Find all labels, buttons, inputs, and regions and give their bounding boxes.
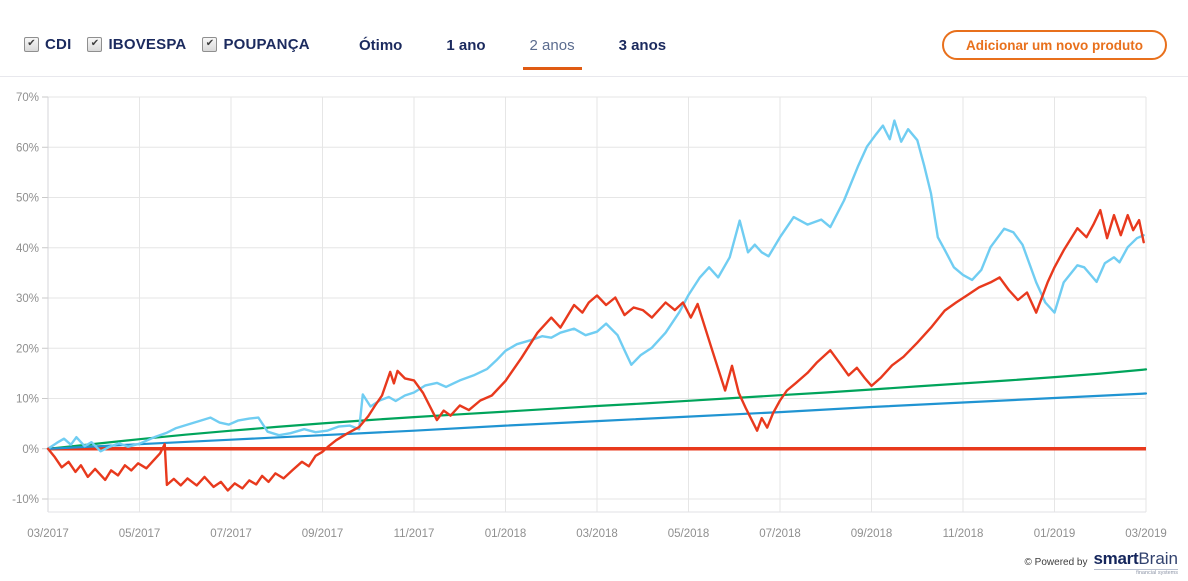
x-tick-label: 07/2017: [210, 528, 252, 540]
chart-svg: 70% 60% 50% 40% 30% 20% 10% 0% -10% 03/2017 05/201…: [12, 92, 1167, 540]
header-divider: [0, 76, 1188, 77]
x-tick-label: 09/2017: [302, 528, 344, 540]
series-line-produto: [46, 119, 1145, 453]
footer: © Powered by smartBrain financial system…: [1025, 550, 1178, 577]
x-tick-label: 11/2017: [394, 528, 435, 540]
x-tick-label: 09/2018: [851, 528, 893, 540]
series-line-ibovespa: [46, 208, 1145, 492]
smartbrain-logo: smartBrain financial systems: [1093, 548, 1179, 577]
y-tick-label: 20%: [16, 343, 39, 355]
gridlines: [47, 96, 1147, 512]
y-tick-label: -10%: [12, 494, 39, 506]
y-tick-label: 10%: [16, 394, 39, 406]
series-line-poupanca: [46, 392, 1148, 450]
x-tick-label: 01/2018: [485, 528, 527, 540]
y-tick-label: 0%: [22, 444, 39, 456]
legend-label-cdi: CDI: [45, 36, 72, 53]
series-legend: CDI IBOVESPA POUPANÇA: [24, 36, 310, 53]
x-tick-label: 07/2018: [759, 528, 801, 540]
x-axis-labels: 03/2017 05/2017 07/2017 09/2017 11/2017 01/20…: [27, 528, 1167, 540]
x-tick-label: 01/2019: [1034, 528, 1076, 540]
period-tabs: Ótimo 1 ano 2 anos 3 anos: [352, 37, 673, 70]
checkbox-checked-icon: [87, 37, 103, 52]
add-product-button[interactable]: Adicionar um novo produto: [942, 30, 1167, 60]
tab-otimo[interactable]: Ótimo: [359, 37, 403, 54]
y-tick-label: 30%: [16, 293, 39, 305]
x-tick-label: 11/2018: [943, 528, 984, 540]
series-lines: [46, 119, 1148, 492]
tab-2-anos[interactable]: 2 anos: [522, 37, 582, 70]
x-tick-label: 05/2018: [668, 528, 710, 540]
y-tick-label: 70%: [16, 92, 39, 104]
powered-by-text: © Powered by: [1024, 557, 1088, 569]
chart-area: 70% 60% 50% 40% 30% 20% 10% 0% -10% 03/2017 05/201…: [0, 85, 1188, 555]
smartbrain-logo-tagline: financial systems: [1093, 568, 1178, 577]
smartbrain-logo-text: smartBrain: [1093, 548, 1179, 568]
legend-checkbox-ibovespa[interactable]: IBOVESPA: [87, 36, 186, 53]
checkbox-checked-icon: [24, 37, 39, 52]
tab-3-anos[interactable]: 3 anos: [618, 37, 667, 54]
y-tick-label: 50%: [16, 193, 39, 205]
legend-checkbox-poupanca[interactable]: POUPANÇA: [202, 36, 310, 53]
tab-1-ano[interactable]: 1 ano: [446, 37, 486, 54]
x-tick-label: 03/2019: [1125, 528, 1167, 540]
legend-label-ibovespa: IBOVESPA: [108, 36, 187, 53]
y-tick-label: 40%: [16, 243, 39, 255]
y-tick-label: 60%: [16, 142, 39, 154]
legend-checkbox-cdi[interactable]: CDI: [24, 36, 71, 53]
x-tick-label: 05/2017: [119, 528, 161, 540]
y-axis-labels: 70% 60% 50% 40% 30% 20% 10% 0% -10%: [12, 92, 39, 506]
series-line-cdi: [46, 368, 1148, 450]
checkbox-checked-icon: [202, 37, 218, 52]
x-tick-label: 03/2018: [576, 528, 618, 540]
x-tick-label: 03/2017: [27, 528, 69, 540]
axis-lines: [42, 96, 1146, 513]
legend-label-poupanca: POUPANÇA: [223, 36, 310, 53]
